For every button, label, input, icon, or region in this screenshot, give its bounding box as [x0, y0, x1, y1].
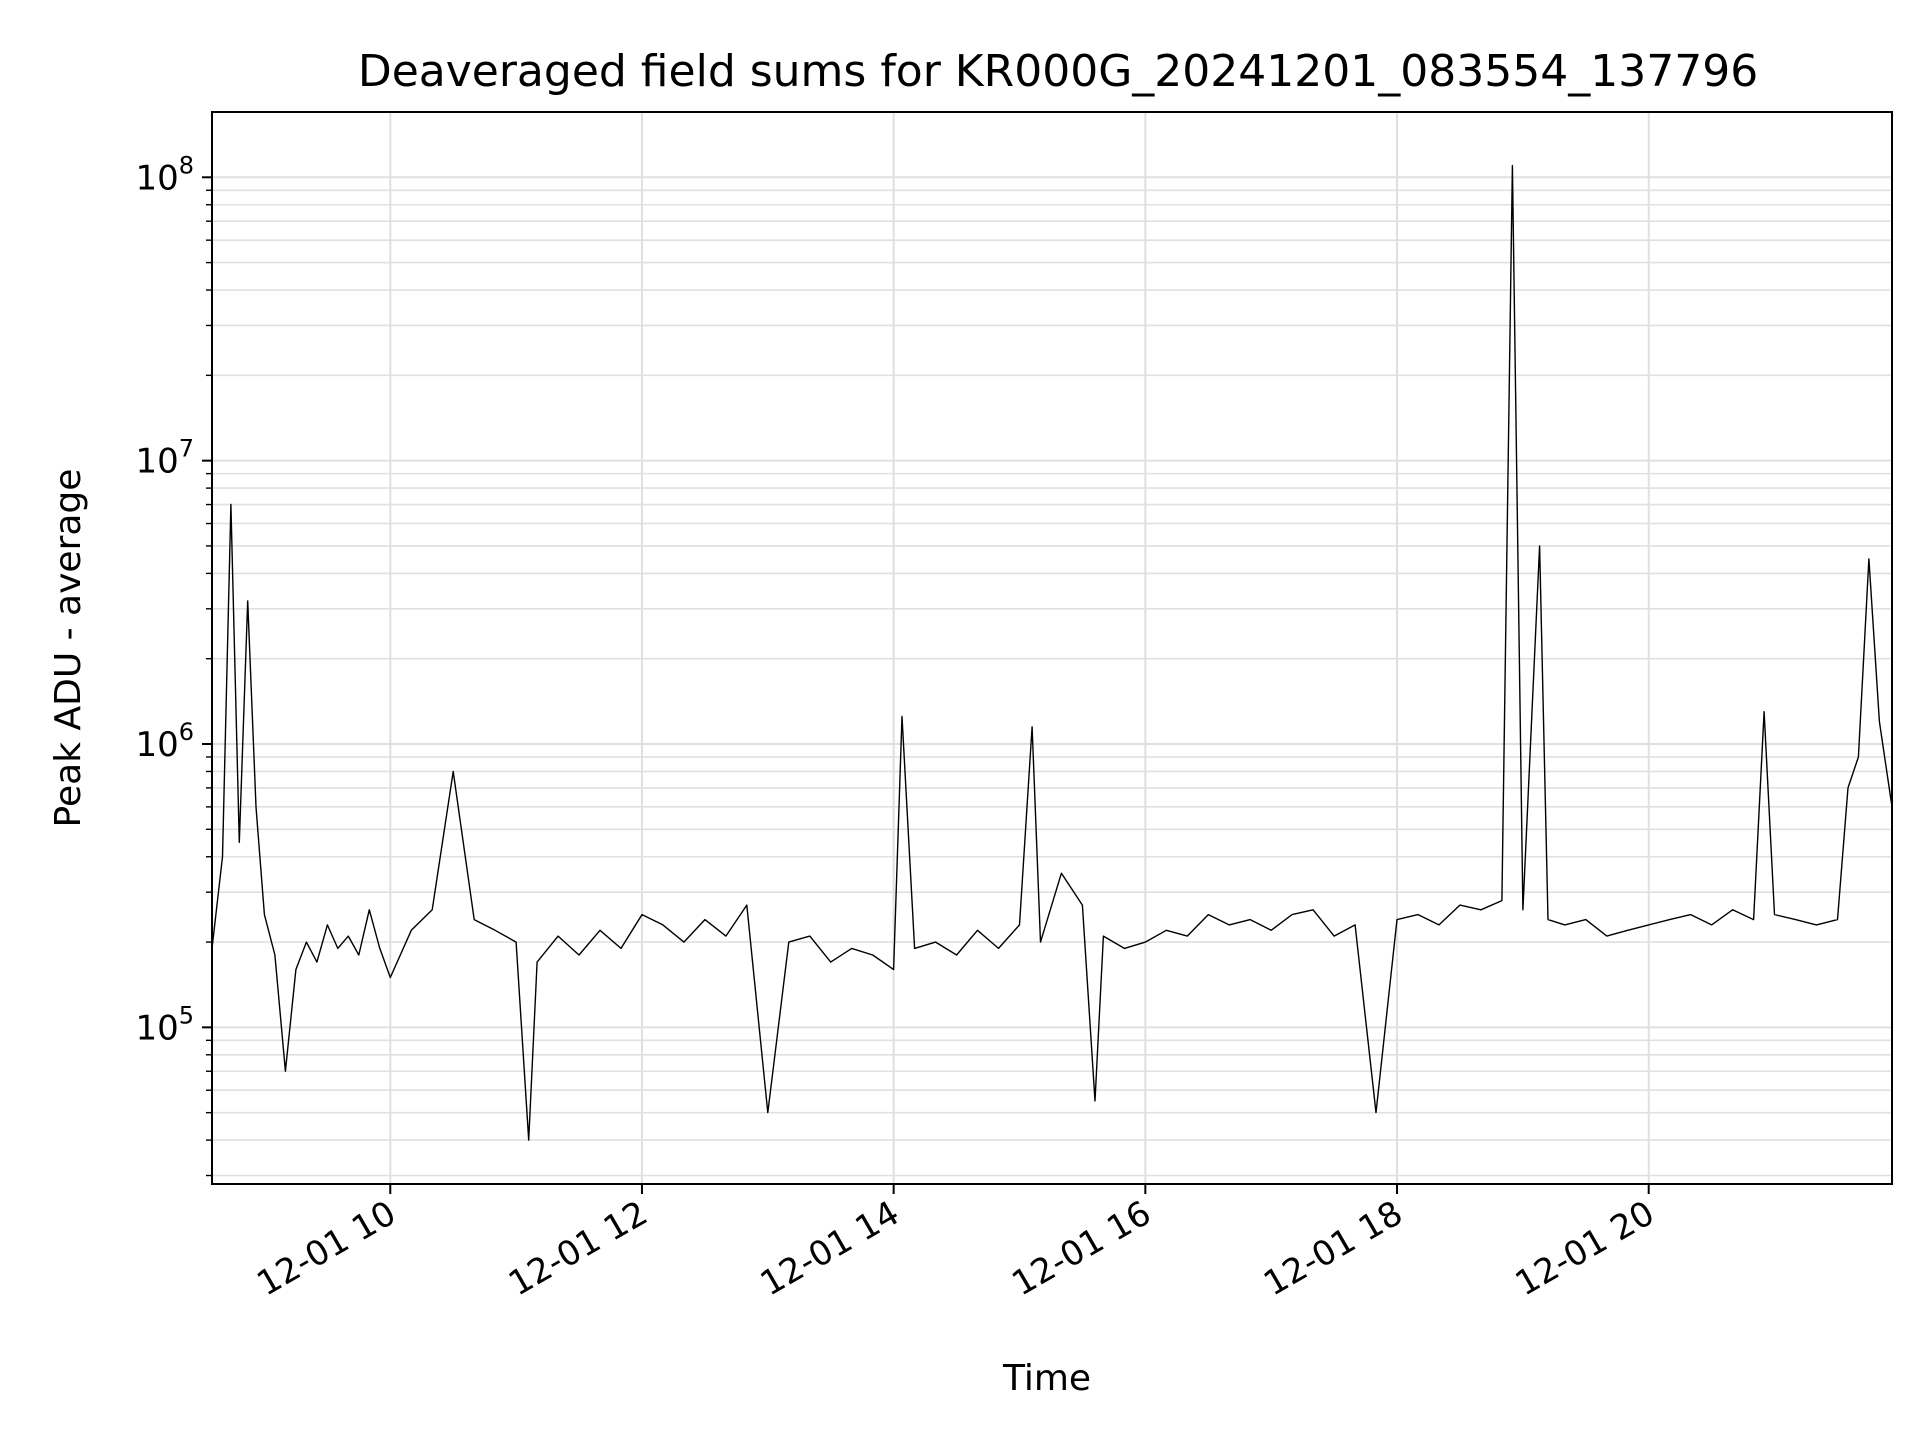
y-tick-label: 108 [135, 151, 194, 198]
axis-ticks [202, 176, 1650, 1194]
x-tick-label: 12-01 14 [754, 1193, 906, 1304]
x-axis-label: Time [1002, 1358, 1091, 1399]
x-tick-labels: 12-01 10 12-01 12 12-01 14 12-01 16 12-01 18… [250, 1193, 1661, 1304]
x-tick-label: 12-01 20 [1509, 1193, 1661, 1304]
y-tick-labels: 105 106 107 108 [135, 151, 194, 1048]
x-tick-label: 12-01 18 [1257, 1193, 1409, 1304]
chart-title: Deaveraged field sums for KR000G_2024120… [358, 46, 1758, 97]
series-layer [211, 164, 1893, 1141]
x-tick-label: 12-01 10 [250, 1193, 402, 1304]
series-line-1 [211, 164, 1893, 1141]
x-tick-label: 12-01 12 [502, 1193, 654, 1304]
y-tick-label: 107 [135, 435, 194, 482]
plot-frame [211, 111, 1893, 1185]
y-axis-label: Peak ADU - average [48, 469, 89, 828]
x-tick-label: 12-01 16 [1005, 1193, 1157, 1304]
y-tick-label: 106 [135, 718, 194, 765]
grid [212, 112, 1892, 1184]
y-tick-label: 105 [135, 1001, 194, 1048]
